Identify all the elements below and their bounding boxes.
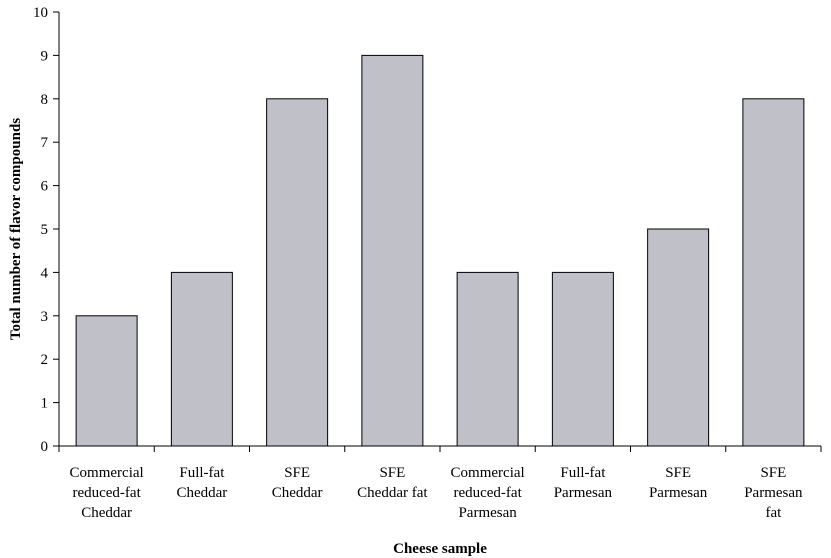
category-label: Commercial reduced-fat Parmesan: [451, 465, 525, 521]
category-label: Commercial reduced-fat Cheddar: [70, 465, 144, 521]
y-tick-label: 7: [41, 135, 49, 151]
x-axis-ticks: [58, 446, 822, 452]
category-label: SFE Cheddar: [272, 465, 323, 501]
y-tick-label: 8: [41, 92, 49, 108]
y-tick-label: 6: [41, 179, 49, 195]
category-label: SFE Parmesan: [649, 465, 708, 501]
bars: [75, 54, 805, 447]
bar: [647, 228, 710, 447]
bar: [170, 271, 233, 447]
y-tick-label: 3: [41, 309, 49, 325]
category-label: Full-fat Parmesan: [554, 465, 613, 501]
category-labels: Commercial reduced-fat Cheddar Full-fat Ched…: [70, 465, 803, 521]
bar: [456, 271, 519, 447]
category-label: SFE Cheddar fat: [357, 465, 428, 501]
bar: [75, 315, 138, 447]
y-axis-title: Total number of flavor compounds: [8, 118, 24, 340]
y-tick-label: 0: [41, 439, 49, 455]
bar: [551, 271, 614, 447]
y-tick-label: 10: [33, 5, 48, 21]
bar: [742, 98, 805, 447]
bar: [361, 54, 424, 447]
y-tick-label: 2: [41, 352, 49, 368]
y-axis-ticks: 0 1 2 3 4 5 6 7 8 9 10: [33, 5, 59, 455]
y-tick-label: 4: [41, 265, 49, 281]
y-tick-label: 5: [41, 222, 49, 238]
category-label: Full-fat Cheddar: [176, 465, 227, 501]
category-label: SFE Parmesan fat: [744, 465, 803, 521]
bar: [266, 98, 329, 447]
x-axis-title: Cheese sample: [393, 541, 487, 557]
y-tick-label: 9: [41, 48, 49, 64]
y-tick-label: 1: [41, 396, 49, 412]
